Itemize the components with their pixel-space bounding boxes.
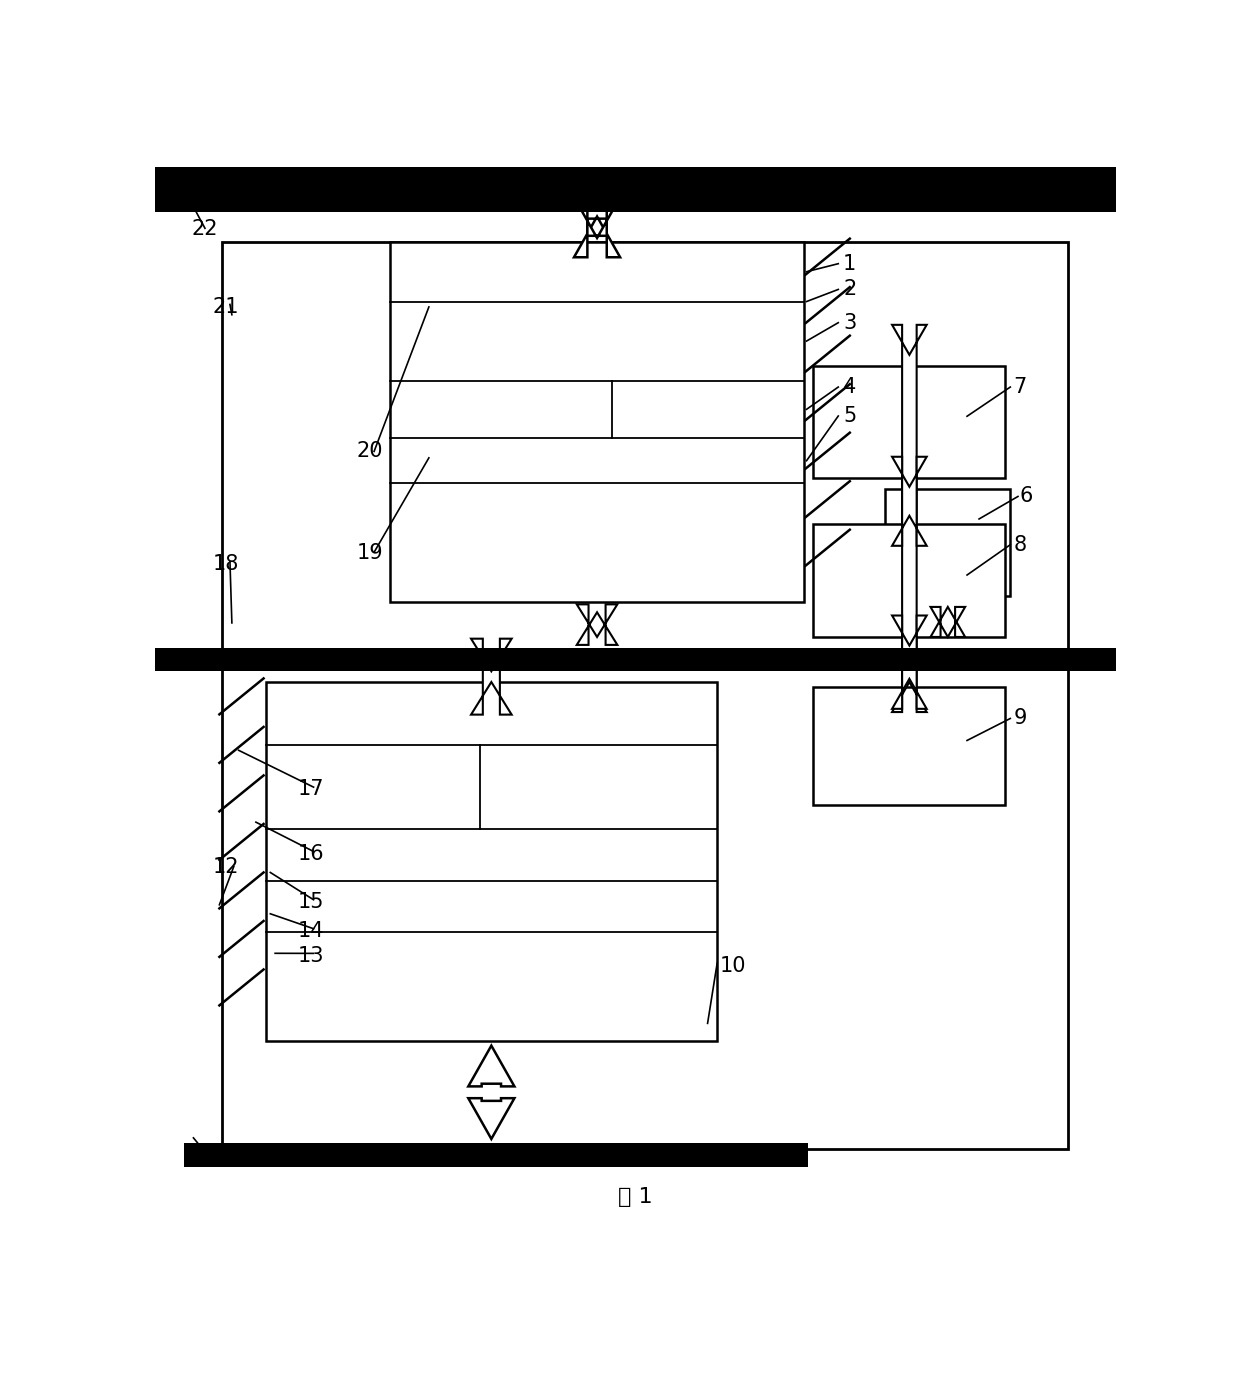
Text: 21: 21 xyxy=(213,297,239,316)
Text: 11: 11 xyxy=(191,1144,218,1165)
Polygon shape xyxy=(574,216,620,258)
Text: 8: 8 xyxy=(1013,535,1027,554)
Text: 17: 17 xyxy=(298,779,324,800)
Bar xyxy=(813,687,1006,805)
Polygon shape xyxy=(892,325,926,712)
Text: 6: 6 xyxy=(1019,486,1033,507)
Text: 14: 14 xyxy=(298,921,324,940)
Bar xyxy=(813,365,1006,478)
Polygon shape xyxy=(574,198,620,238)
Bar xyxy=(265,683,717,1042)
Text: 5: 5 xyxy=(843,405,857,426)
Text: 20: 20 xyxy=(357,442,383,461)
Text: 16: 16 xyxy=(298,844,324,864)
Text: 18: 18 xyxy=(213,554,239,574)
Polygon shape xyxy=(469,1046,515,1087)
Text: 19: 19 xyxy=(357,543,383,563)
Text: 9: 9 xyxy=(1013,709,1027,729)
Text: 2: 2 xyxy=(843,280,857,299)
Bar xyxy=(184,1144,808,1167)
Text: 22: 22 xyxy=(191,219,218,240)
Bar xyxy=(885,489,1011,596)
Text: 4: 4 xyxy=(843,378,857,397)
Bar xyxy=(391,242,804,602)
Polygon shape xyxy=(469,1098,515,1139)
Bar xyxy=(155,648,1116,671)
Polygon shape xyxy=(577,605,618,645)
Bar xyxy=(155,167,1116,212)
Bar xyxy=(222,242,1068,1149)
Text: 1: 1 xyxy=(843,254,857,273)
Polygon shape xyxy=(471,638,512,715)
Polygon shape xyxy=(892,457,926,546)
Text: 7: 7 xyxy=(1013,378,1027,397)
Text: 12: 12 xyxy=(213,857,239,876)
Text: 图 1: 图 1 xyxy=(619,1187,652,1206)
Polygon shape xyxy=(892,616,926,709)
Text: 15: 15 xyxy=(298,892,324,912)
Text: 10: 10 xyxy=(720,956,746,976)
Text: 3: 3 xyxy=(843,312,857,333)
Polygon shape xyxy=(930,607,965,637)
Bar xyxy=(813,524,1006,637)
Text: 13: 13 xyxy=(298,946,324,965)
